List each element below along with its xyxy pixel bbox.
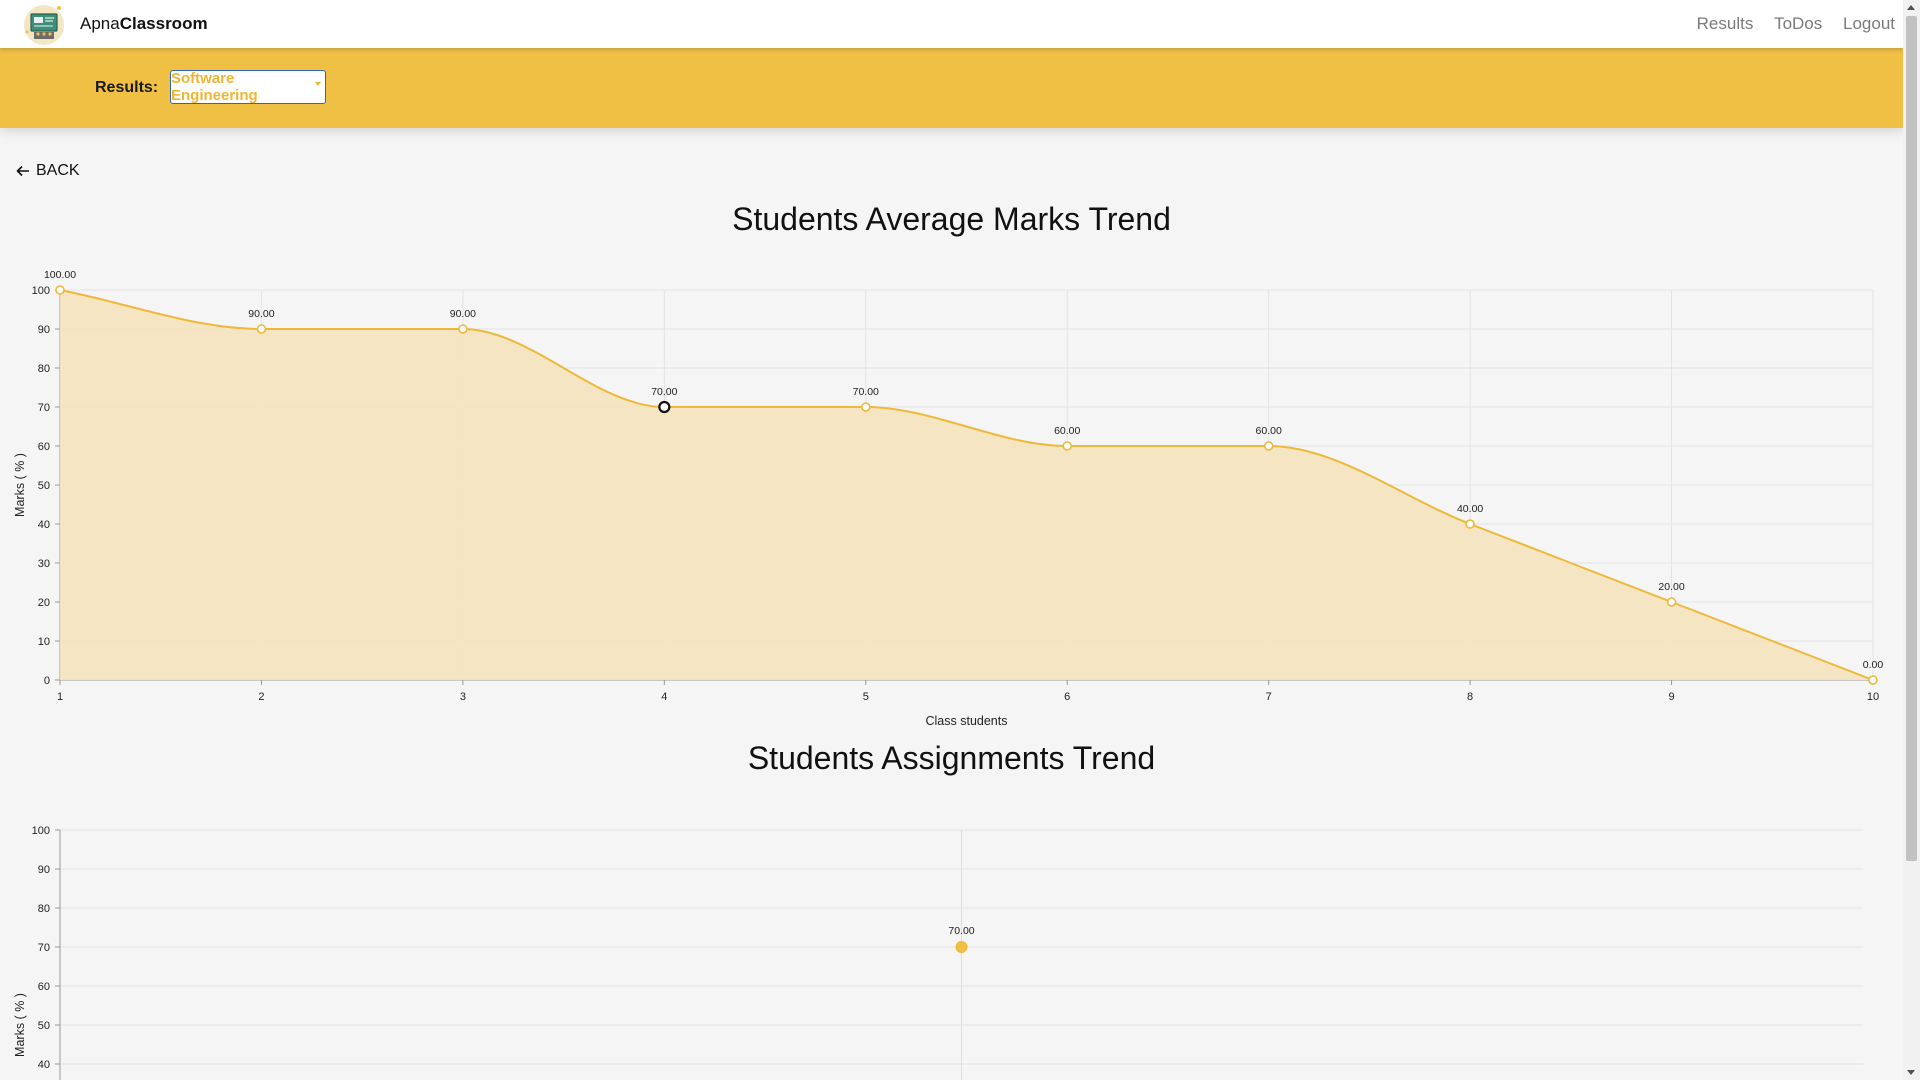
series-area-fill <box>60 290 1873 680</box>
data-label: 90.00 <box>450 308 476 320</box>
x-tick-label: 9 <box>1668 691 1674 703</box>
results-label: Results: <box>95 79 159 96</box>
y-tick-label: 100 <box>32 285 50 297</box>
x-tick-label: 7 <box>1266 691 1272 703</box>
grid-lines <box>55 829 1863 1080</box>
data-point <box>1263 441 1274 451</box>
data-point <box>860 402 871 412</box>
course-select-value: Software Engineering <box>171 70 258 104</box>
course-select-dropdown[interactable]: Software Engineering <box>170 70 326 104</box>
data-label: 0.00 <box>1863 659 1884 671</box>
arrow-left-icon <box>16 165 29 177</box>
assignments-chart: 40 50 60 70 80 90 100 70.00 Marks ( % ) <box>13 825 1863 1080</box>
data-label: 70.00 <box>853 386 879 398</box>
y-tick-label: 20 <box>38 597 50 609</box>
y-tick-label: 70 <box>38 402 50 414</box>
data-label: 40.00 <box>1457 503 1483 515</box>
navbar: ApnaClassroom Results ToDos Logout <box>0 0 1903 48</box>
y-tick-label: 80 <box>38 903 50 915</box>
data-label: 60.00 <box>1256 425 1282 437</box>
y-axis-label: Marks ( % ) <box>13 993 27 1057</box>
data-label: 20.00 <box>1658 581 1684 593</box>
y-tick-label: 50 <box>38 1020 50 1032</box>
data-point <box>658 400 671 414</box>
x-tick-label: 4 <box>661 691 667 703</box>
series-line <box>59 289 1874 681</box>
x-tick-label: 3 <box>460 691 466 703</box>
y-tick-label: 90 <box>38 864 50 876</box>
nav-links: Results ToDos Logout <box>1681 14 1895 34</box>
data-point <box>458 324 468 334</box>
nav-link-todos[interactable]: ToDos <box>1774 14 1823 33</box>
y-tick-label: 60 <box>38 441 50 453</box>
chart-title-average-marks: Students Average Marks Trend <box>732 201 1171 237</box>
brand-name[interactable]: ApnaClassroom <box>80 14 208 34</box>
x-tick-label: 1 <box>57 691 63 703</box>
x-tick-label: 8 <box>1467 691 1473 703</box>
brand-part2: Classroom <box>119 14 208 33</box>
classroom-logo-icon[interactable] <box>22 2 66 46</box>
y-tick-label: 50 <box>38 480 50 492</box>
y-tick-label: 10 <box>38 636 50 648</box>
data-point <box>256 324 267 334</box>
y-tick-label: 40 <box>38 519 50 531</box>
y-axis-label: Marks ( % ) <box>13 453 27 517</box>
results-bar: Results: Software Engineering <box>0 48 1903 128</box>
y-tick-label: 70 <box>38 942 50 954</box>
x-tick-label: 2 <box>258 691 264 703</box>
y-tick-label: 40 <box>38 1059 50 1071</box>
y-tick-label: 0 <box>44 675 50 687</box>
y-tick-label: 30 <box>38 558 50 570</box>
chart-title-assignments: Students Assignments Trend <box>747 740 1156 776</box>
nav-link-results[interactable]: Results <box>1696 14 1754 33</box>
x-axis-label: Class students <box>926 714 1008 728</box>
y-tick-label: 80 <box>38 363 50 375</box>
caret-down-icon <box>315 82 321 86</box>
data-label: 90.00 <box>248 308 274 320</box>
x-tick-label: 5 <box>863 691 869 703</box>
data-point <box>1666 597 1677 607</box>
data-point <box>1868 675 1878 685</box>
x-tick-label: 6 <box>1064 691 1070 703</box>
data-label: 70.00 <box>948 925 974 937</box>
y-tick-label: 60 <box>38 981 50 993</box>
back-label: BACK <box>36 162 80 179</box>
scroll-down-icon[interactable] <box>1907 1070 1915 1075</box>
data-point <box>1062 441 1073 451</box>
scroll-up-icon[interactable] <box>1907 5 1915 10</box>
scrollbar-thumb[interactable] <box>1906 16 1917 861</box>
data-point <box>1465 519 1475 529</box>
data-point <box>955 941 968 953</box>
back-button[interactable]: BACK <box>16 162 80 180</box>
brand-part1: Apna <box>80 14 120 33</box>
average-marks-chart: 0 10 20 30 40 50 60 70 80 90 100 1 2 3 4 5 6 7 8 9 10 100.00 9… <box>13 269 1884 728</box>
data-label: 60.00 <box>1054 425 1080 437</box>
y-tick-label: 100 <box>32 825 50 837</box>
y-tick-label: 90 <box>38 324 50 336</box>
nav-link-logout[interactable]: Logout <box>1843 14 1895 33</box>
x-tick-label: 10 <box>1867 691 1879 703</box>
data-label: 70.00 <box>651 386 677 398</box>
data-point <box>55 285 65 295</box>
page-scrollbar[interactable] <box>1903 0 1920 1080</box>
data-label: 100.00 <box>44 269 76 281</box>
